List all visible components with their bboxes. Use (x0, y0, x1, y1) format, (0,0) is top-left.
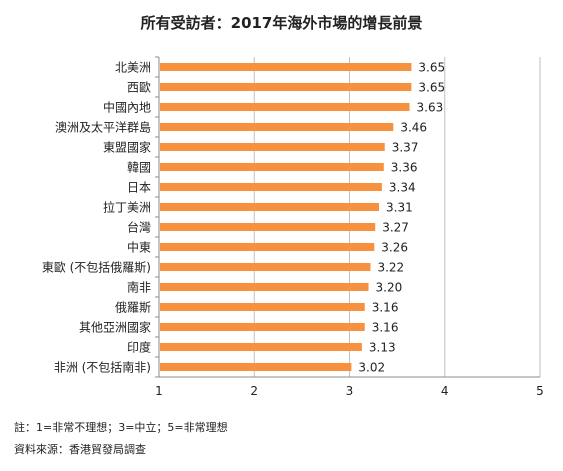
bar-9 (160, 243, 375, 251)
value-label-13: 3.16 (372, 321, 399, 335)
value-label-3: 3.46 (400, 121, 427, 135)
category-label-12: 俄羅斯 (115, 301, 151, 315)
category-label-7: 拉丁美洲 (103, 200, 151, 215)
bar-11 (160, 283, 369, 291)
scale-note: 註：1=非常不理想；3=中立；5=非常理想 (14, 421, 228, 434)
value-label-2: 3.63 (417, 101, 444, 115)
category-label-8: 台灣 (127, 220, 151, 235)
value-label-1: 3.65 (418, 81, 445, 95)
bar-6 (160, 183, 382, 191)
category-label-15: 非洲 (不包括南非) (54, 360, 151, 375)
bar-4 (160, 143, 385, 151)
chart-title: 所有受訪者：2017年海外市場的增長前景 (140, 14, 423, 32)
category-label-13: 其他亞洲國家 (79, 320, 151, 335)
category-label-1: 西歐 (127, 80, 151, 95)
bar-chart: 3.65 3.65 3.63 3.46 3.37 3.36 3.34 3.31 3.27 3.26… (42, 56, 544, 398)
value-label-8: 3.27 (382, 221, 409, 235)
x-tick-label-4: 4 (441, 384, 449, 398)
value-label-11: 3.20 (376, 281, 403, 295)
bar-10 (160, 263, 371, 271)
bar-0 (160, 63, 412, 71)
bar-2 (160, 103, 410, 111)
bar-15 (160, 363, 352, 371)
source-note: 資料來源：香港貿發局調查 (14, 443, 146, 456)
bar-3 (160, 123, 394, 131)
value-label-7: 3.31 (386, 201, 413, 215)
value-label-4: 3.37 (392, 141, 419, 155)
bars: 3.65 3.65 3.63 3.46 3.37 3.36 3.34 3.31 3.27 3.26… (160, 61, 445, 375)
category-label-0: 北美洲 (115, 61, 151, 75)
category-label-14: 印度 (127, 340, 151, 355)
category-label-5: 韓國 (127, 161, 151, 175)
value-label-0: 3.65 (418, 61, 445, 75)
bar-14 (160, 343, 362, 351)
category-label-6: 日本 (127, 181, 151, 195)
bar-7 (160, 203, 380, 211)
x-tick-label-5: 5 (536, 384, 544, 398)
bar-13 (160, 323, 365, 331)
axes: 1 2 3 4 5 北美洲西歐中國內地澳洲及太平洋群島東盟國家韓國日本拉丁美洲台灣中東東歐… (42, 56, 544, 398)
x-tick-label-1: 1 (155, 384, 163, 398)
value-label-12: 3.16 (372, 301, 399, 315)
category-label-11: 南非 (127, 280, 151, 295)
value-label-15: 3.02 (358, 361, 385, 375)
category-label-4: 東盟國家 (103, 140, 151, 155)
category-label-3: 澳洲及太平洋群島 (55, 120, 151, 135)
x-tick-label-3: 3 (346, 384, 354, 398)
bar-1 (160, 83, 412, 91)
bar-8 (160, 223, 376, 231)
value-label-14: 3.13 (369, 341, 396, 355)
value-label-9: 3.26 (381, 241, 408, 255)
value-label-10: 3.22 (377, 261, 404, 275)
category-label-2: 中國內地 (103, 100, 151, 115)
category-label-9: 中東 (127, 240, 151, 255)
bar-12 (160, 303, 365, 311)
bar-5 (160, 163, 384, 171)
value-label-5: 3.36 (391, 161, 418, 175)
category-label-10: 東歐 (不包括俄羅斯) (42, 260, 151, 275)
x-tick-label-2: 2 (250, 384, 258, 398)
value-label-6: 3.34 (389, 181, 416, 195)
